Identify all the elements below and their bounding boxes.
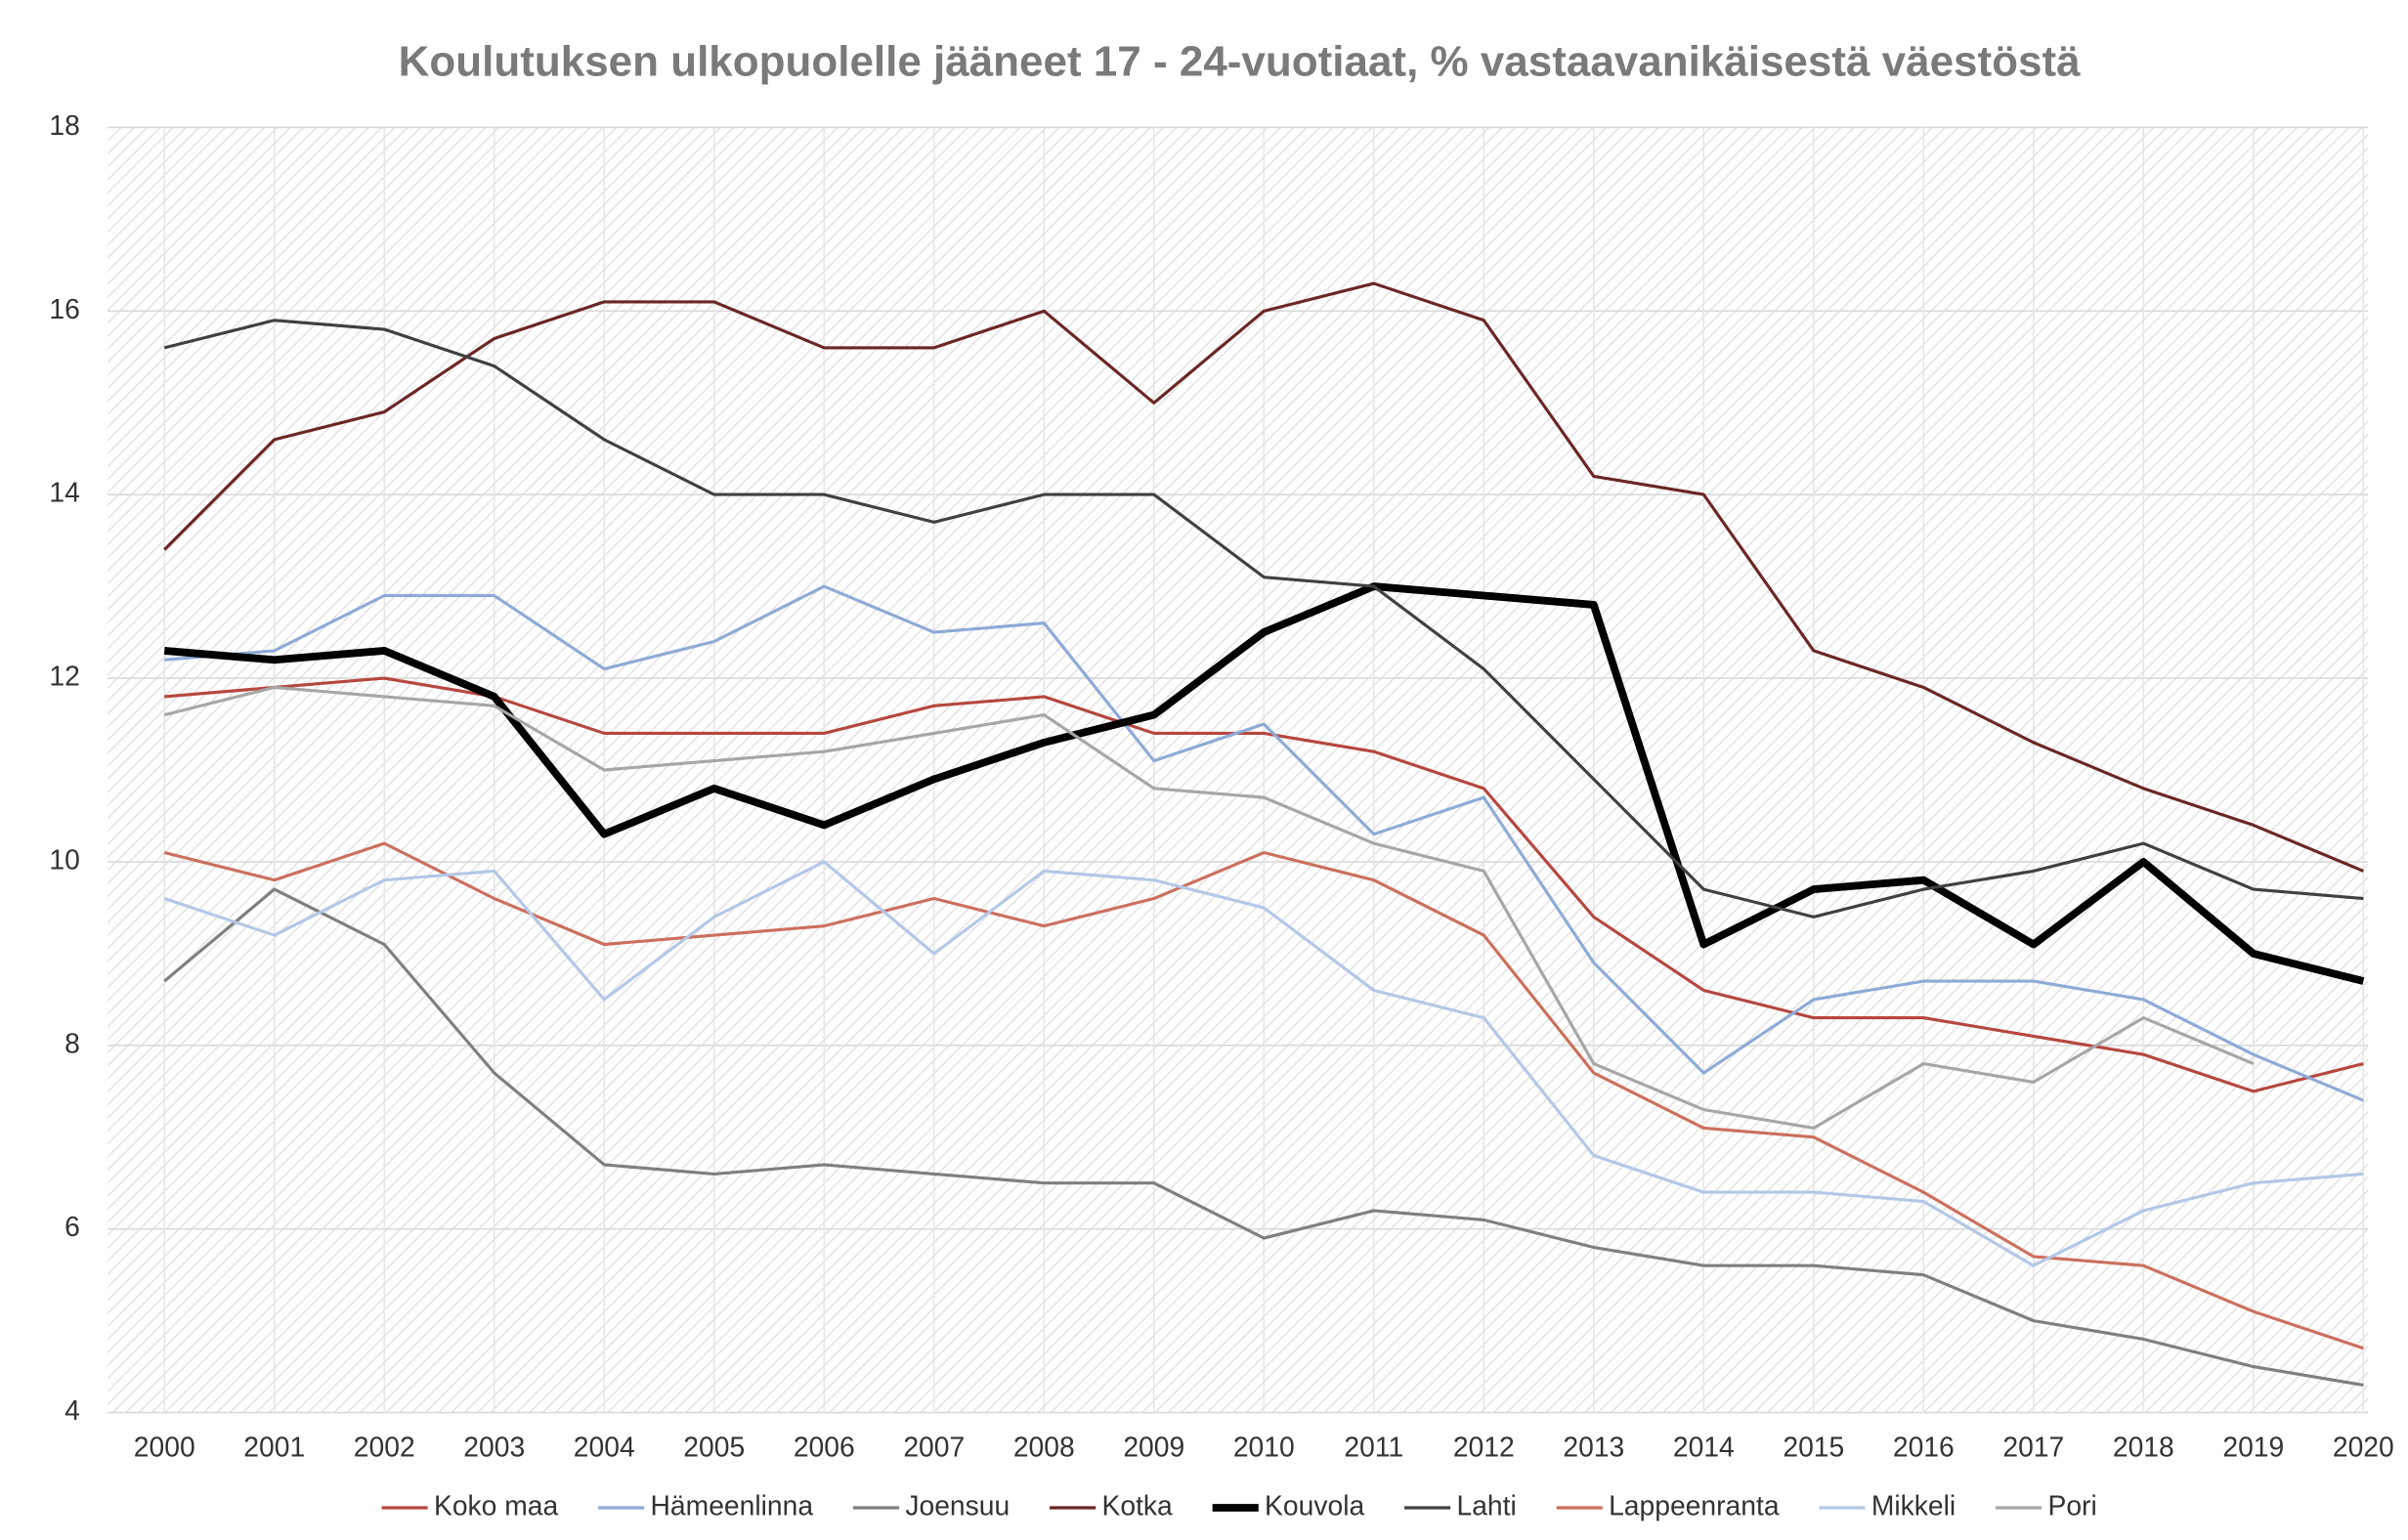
- x-tick-label: 2000: [134, 1432, 195, 1463]
- series-line: [164, 676, 2364, 1093]
- legend-label: Pori: [2047, 1489, 2096, 1520]
- legend-label: Koko maa: [434, 1489, 559, 1520]
- y-tick-label: 4: [64, 1394, 80, 1426]
- x-tick-label: 2017: [2002, 1432, 2064, 1463]
- y-tick-label: 18: [49, 109, 79, 141]
- x-tick-label: 2005: [683, 1432, 745, 1463]
- x-tick-label: 2008: [1013, 1432, 1075, 1463]
- chart-title: Koulutuksen ulkopuolelle jääneet 17 - 24…: [399, 38, 2081, 86]
- legend-item: Mikkeli: [1819, 1489, 1956, 1520]
- y-tick-label: 8: [64, 1027, 80, 1058]
- x-tick-label: 2007: [903, 1432, 965, 1463]
- legend-item: Lahti: [1404, 1489, 1517, 1520]
- legend-label: Kotka: [1102, 1489, 1174, 1520]
- series-line: [163, 582, 2365, 985]
- x-tick-label: 2020: [2333, 1432, 2394, 1463]
- legend-item: Pori: [1996, 1489, 2097, 1520]
- legend-label: Lappeenranta: [1609, 1489, 1780, 1520]
- x-tick-label: 2004: [574, 1432, 635, 1463]
- series-line: [163, 685, 2255, 1130]
- y-tick-label: 10: [49, 843, 79, 875]
- x-tick-label: 2009: [1123, 1432, 1184, 1463]
- legend-item: Hämeenlinna: [598, 1489, 813, 1520]
- legend: Koko maa Hämeenlinna Joensuu Kotka Kouvola La…: [381, 1489, 2097, 1520]
- legend-label: Hämeenlinna: [651, 1489, 814, 1520]
- series-line: [163, 860, 2364, 1267]
- x-tick-label: 2015: [1783, 1432, 1844, 1463]
- x-tick-label: 2011: [1344, 1432, 1403, 1463]
- series-line: [163, 887, 2364, 1388]
- x-tick-label: 2001: [243, 1432, 305, 1463]
- legend-item: Kouvola: [1212, 1489, 1364, 1520]
- x-tick-label: 2003: [463, 1432, 525, 1463]
- legend-label: Kouvola: [1265, 1489, 1364, 1520]
- x-tick-label: 2002: [354, 1432, 415, 1463]
- plot-area: [108, 127, 2369, 1413]
- y-tick-label: 12: [49, 661, 79, 692]
- legend-label: Lahti: [1456, 1489, 1516, 1520]
- x-tick-label: 2014: [1673, 1432, 1735, 1463]
- y-tick-label: 6: [64, 1211, 80, 1242]
- x-tick-label: 2012: [1453, 1432, 1515, 1463]
- x-tick-label: 2016: [1893, 1432, 1955, 1463]
- x-tick-label: 2010: [1233, 1432, 1295, 1463]
- series-line: [164, 584, 2364, 1102]
- x-tick-label: 2019: [2222, 1432, 2284, 1463]
- x-tick-label: 2006: [794, 1432, 855, 1463]
- legend-label: Joensuu: [905, 1489, 1010, 1520]
- x-tick-label: 2013: [1563, 1432, 1624, 1463]
- series-line: [163, 281, 2364, 873]
- legend-item: Joensuu: [852, 1489, 1010, 1520]
- legend-item: Lappeenranta: [1556, 1489, 1780, 1520]
- series-line: [163, 319, 2364, 919]
- x-tick-label: 2018: [2113, 1432, 2174, 1463]
- y-tick-label: 16: [49, 293, 79, 324]
- legend-item: Koko maa: [381, 1489, 559, 1520]
- legend-label: Mikkeli: [1871, 1489, 1956, 1520]
- y-tick-label: 14: [49, 477, 79, 508]
- legend-item: Kotka: [1050, 1489, 1173, 1520]
